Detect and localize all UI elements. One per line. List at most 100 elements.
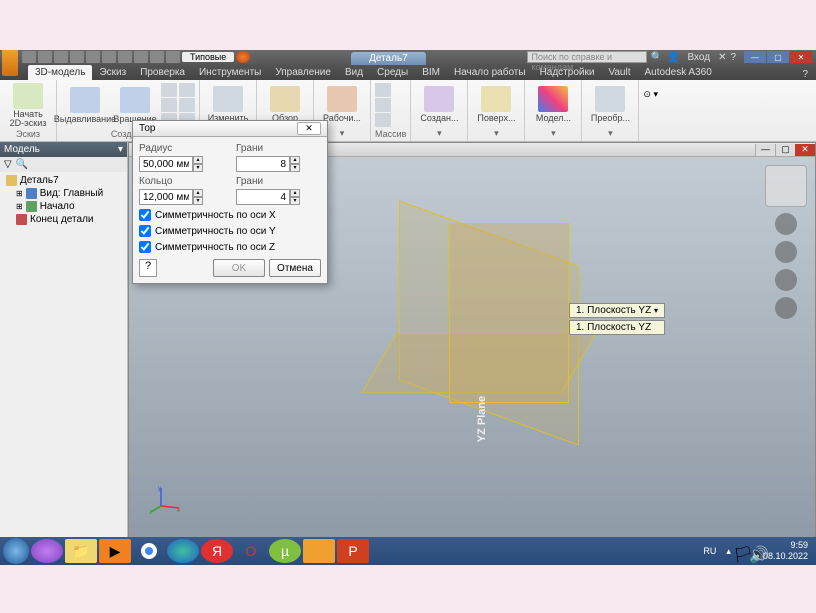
spin-down[interactable]: ▾ bbox=[290, 197, 300, 205]
tab-bim[interactable]: BIM bbox=[415, 65, 447, 80]
qat-open-icon[interactable] bbox=[38, 51, 52, 63]
taskbar-opera[interactable]: O bbox=[235, 539, 267, 563]
help-search-input[interactable]: Поиск по справке и командам bbox=[527, 51, 647, 63]
tab-addins[interactable]: Надстройки bbox=[533, 65, 602, 80]
qat-redo-icon[interactable] bbox=[86, 51, 100, 63]
pattern-tool[interactable] bbox=[375, 98, 391, 112]
surface-button[interactable]: Поверх... bbox=[472, 86, 520, 123]
plane-yz[interactable] bbox=[449, 223, 569, 403]
qat-new-icon[interactable] bbox=[22, 51, 36, 63]
cancel-button[interactable]: Отмена bbox=[269, 259, 321, 277]
explore-button[interactable]: Обзор bbox=[261, 86, 309, 123]
search-tree-icon[interactable]: 🔍 bbox=[16, 159, 28, 170]
nav-orbit-icon[interactable] bbox=[775, 297, 797, 319]
taskbar-chrome[interactable] bbox=[133, 539, 165, 563]
taskbar-edge[interactable] bbox=[167, 539, 199, 563]
search-icon[interactable]: 🔍 bbox=[651, 52, 663, 63]
qat-home-icon[interactable] bbox=[102, 51, 116, 63]
qat-appearance-icon[interactable] bbox=[236, 51, 250, 63]
tab-environments[interactable]: Среды bbox=[370, 65, 415, 80]
dialog-help-button[interactable]: ? bbox=[139, 259, 157, 277]
pattern-tool[interactable] bbox=[375, 113, 391, 127]
work-features-button[interactable]: Рабочи... bbox=[318, 86, 366, 123]
spin-up[interactable]: ▴ bbox=[193, 156, 203, 164]
small-tool[interactable] bbox=[179, 83, 195, 97]
tree-item-part[interactable]: Деталь7 bbox=[2, 174, 125, 187]
ring-input[interactable] bbox=[139, 189, 193, 205]
spin-down[interactable]: ▾ bbox=[193, 197, 203, 205]
sym-x-checkbox[interactable] bbox=[139, 209, 151, 221]
help-icon[interactable]: ? bbox=[730, 52, 736, 63]
close-button[interactable]: ✕ bbox=[790, 51, 812, 63]
tab-inspect[interactable]: Проверка bbox=[133, 65, 192, 80]
start-2d-sketch-button[interactable]: Начать 2D-эскиз bbox=[4, 83, 52, 128]
tab-tools[interactable]: Инструменты bbox=[192, 65, 268, 80]
qat-combo[interactable]: Типовые bbox=[182, 52, 234, 62]
filter-icon[interactable]: ▽ bbox=[4, 159, 12, 170]
tab-get-started[interactable]: Начало работы bbox=[447, 65, 533, 80]
favorite-icon[interactable]: ✕ bbox=[718, 52, 726, 63]
faces2-input[interactable] bbox=[236, 189, 290, 205]
tree-item-view[interactable]: ⊞Вид: Главный bbox=[2, 187, 125, 200]
extrude-button[interactable]: Выдавливание bbox=[61, 87, 109, 124]
pattern-tool[interactable] bbox=[375, 83, 391, 97]
tab-manage[interactable]: Управление bbox=[268, 65, 338, 80]
taskbar-media[interactable]: ▶ bbox=[99, 539, 131, 563]
taskbar-yandex[interactable]: Я bbox=[201, 539, 233, 563]
taskbar-explorer[interactable]: 📁 bbox=[65, 539, 97, 563]
small-tool[interactable] bbox=[161, 83, 177, 97]
ok-button[interactable]: OK bbox=[213, 259, 265, 277]
language-indicator[interactable]: RU bbox=[703, 546, 716, 556]
spin-up[interactable]: ▴ bbox=[290, 156, 300, 164]
nav-pan-icon[interactable] bbox=[775, 241, 797, 263]
nav-home-icon[interactable] bbox=[775, 213, 797, 235]
viewport-close[interactable]: ✕ bbox=[795, 144, 815, 156]
spin-down[interactable]: ▾ bbox=[193, 164, 203, 172]
dialog-close-button[interactable]: ✕ bbox=[297, 122, 321, 135]
sym-y-checkbox[interactable] bbox=[139, 225, 151, 237]
tray-icon[interactable]: 🏳 bbox=[733, 545, 745, 557]
ribbon-collapse-icon[interactable]: ⊙ ▾ bbox=[643, 89, 658, 99]
nav-zoom-icon[interactable] bbox=[775, 269, 797, 291]
spin-down[interactable]: ▾ bbox=[290, 164, 300, 172]
revolve-button[interactable]: Вращение bbox=[111, 87, 159, 124]
tab-3d-model[interactable]: 3D-модель bbox=[28, 65, 92, 80]
sym-z-checkbox[interactable] bbox=[139, 241, 151, 253]
taskbar-item[interactable] bbox=[31, 539, 63, 563]
viewcube[interactable] bbox=[765, 165, 807, 207]
simulation-button[interactable]: Модел... bbox=[529, 86, 577, 123]
small-tool[interactable] bbox=[179, 98, 195, 112]
taskbar-inventor[interactable] bbox=[303, 539, 335, 563]
convert-button[interactable]: Преобр... bbox=[586, 86, 634, 123]
tree-item-origin[interactable]: ⊞Начало bbox=[2, 200, 125, 213]
viewport-minimize[interactable]: — bbox=[755, 144, 775, 156]
qat-icon[interactable] bbox=[166, 51, 180, 63]
tab-a360[interactable]: Autodesk A360 bbox=[638, 65, 719, 80]
maximize-button[interactable]: ▢ bbox=[767, 51, 789, 63]
qat-icon[interactable] bbox=[118, 51, 132, 63]
radius-input[interactable] bbox=[139, 156, 193, 172]
tab-vault[interactable]: Vault bbox=[601, 65, 637, 80]
spin-up[interactable]: ▴ bbox=[290, 189, 300, 197]
qat-icon[interactable] bbox=[134, 51, 148, 63]
viewport-maximize[interactable]: ▢ bbox=[775, 144, 795, 156]
taskbar-powerpoint[interactable]: P bbox=[337, 539, 369, 563]
tab-view[interactable]: Вид bbox=[338, 65, 370, 80]
qat-save-icon[interactable] bbox=[54, 51, 68, 63]
start-button[interactable] bbox=[3, 538, 29, 564]
tree-item-end[interactable]: Конец детали bbox=[2, 213, 125, 226]
small-tool[interactable] bbox=[161, 98, 177, 112]
minimize-button[interactable]: — bbox=[744, 51, 766, 63]
create-freeform-button[interactable]: Создан... bbox=[415, 86, 463, 123]
spin-up[interactable]: ▴ bbox=[193, 189, 203, 197]
ribbon-help-icon[interactable]: ? bbox=[794, 69, 816, 80]
qat-undo-icon[interactable] bbox=[70, 51, 84, 63]
modify-button[interactable]: Изменить bbox=[204, 86, 252, 123]
faces-input[interactable] bbox=[236, 156, 290, 172]
tab-sketch[interactable]: Эскиз bbox=[92, 65, 133, 80]
login-link[interactable]: Вход bbox=[687, 52, 710, 63]
tray-icon[interactable]: 🔊 bbox=[749, 545, 761, 557]
qat-icon[interactable] bbox=[150, 51, 164, 63]
tray-up-icon[interactable]: ▴ bbox=[726, 546, 731, 557]
clock[interactable]: 9:59 08.10.2022 bbox=[763, 540, 814, 562]
